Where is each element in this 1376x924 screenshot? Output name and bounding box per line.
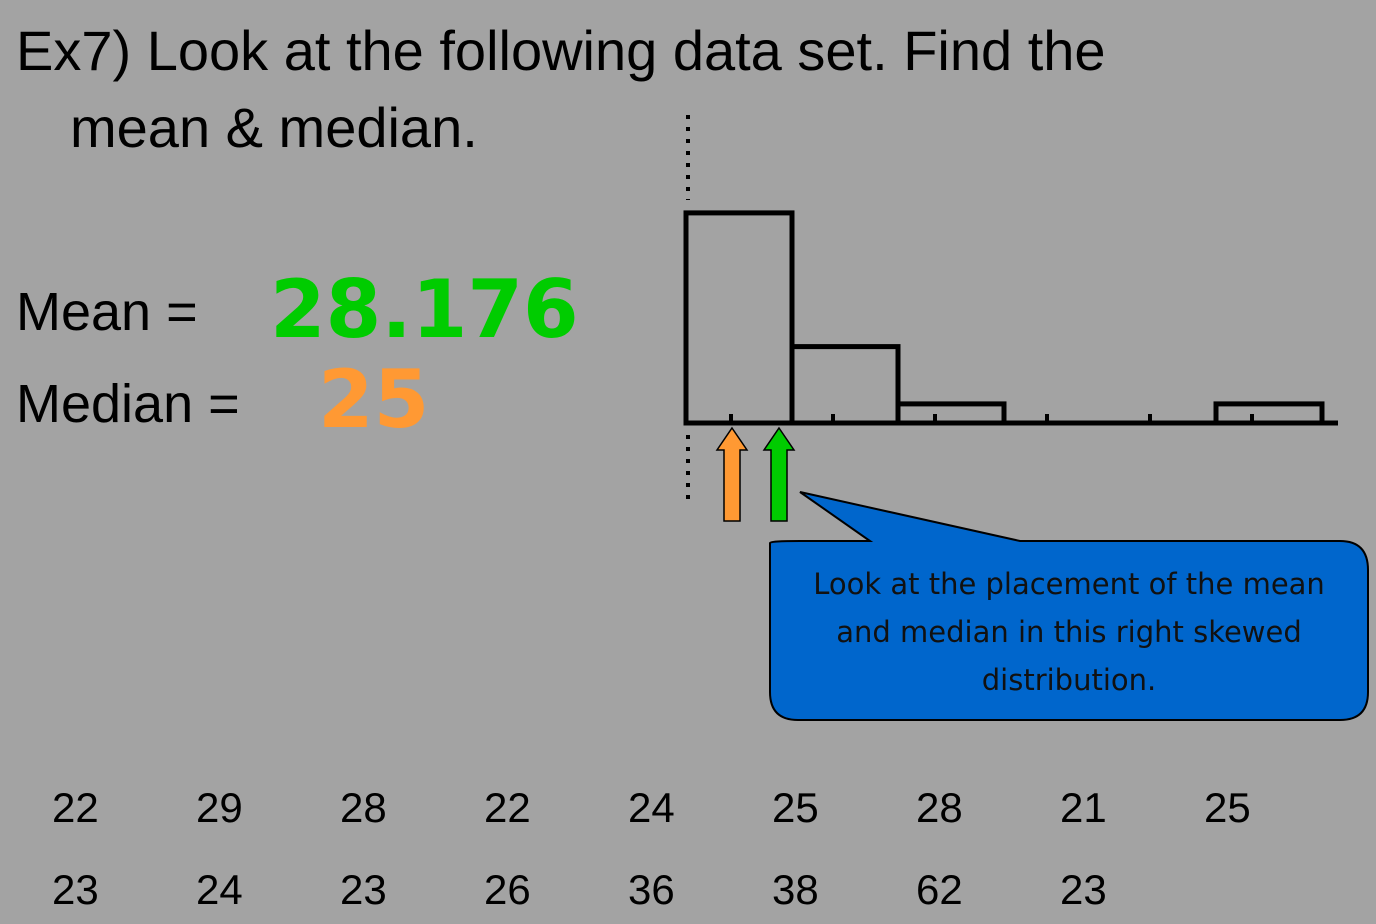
histogram-bar xyxy=(683,210,795,426)
data-value: 22 xyxy=(52,784,99,831)
callout-wrap: Look at the placement of the mean and me… xyxy=(813,567,1325,697)
data-value: 24 xyxy=(196,866,243,913)
data-value: 25 xyxy=(772,784,819,831)
data-value: 38 xyxy=(772,866,819,913)
histogram-bar xyxy=(789,344,901,426)
data-value: 62 xyxy=(916,866,963,913)
axis-ticks xyxy=(729,414,1254,423)
histogram xyxy=(683,210,1325,426)
data-value: 36 xyxy=(628,866,675,913)
median-arrow xyxy=(715,426,749,522)
mean-value: 28.176 xyxy=(270,263,579,356)
data-value: 26 xyxy=(484,866,531,913)
histogram-bar xyxy=(1213,401,1325,426)
median-label: Median = xyxy=(16,374,240,434)
data-value: 28 xyxy=(340,784,387,831)
data-value: 22 xyxy=(484,784,531,831)
mean-label: Mean = xyxy=(16,282,198,342)
data-value: 23 xyxy=(1060,866,1107,913)
data-value: 23 xyxy=(52,866,99,913)
title-line: mean & median. xyxy=(70,96,478,159)
title-line: Ex7) Look at the following data set. Fin… xyxy=(16,19,1106,82)
data-value: 21 xyxy=(1060,784,1107,831)
callout-box xyxy=(769,491,1369,721)
median-value: 25 xyxy=(318,353,429,446)
data-value: 29 xyxy=(196,784,243,831)
mean-arrow xyxy=(762,426,796,522)
data-value: 25 xyxy=(1204,784,1251,831)
data-value: 24 xyxy=(628,784,675,831)
data-value: 23 xyxy=(340,866,387,913)
histogram-bar xyxy=(895,401,1007,426)
callout-text: Look at the placement of the mean and me… xyxy=(813,567,1325,697)
data-value: 28 xyxy=(916,784,963,831)
